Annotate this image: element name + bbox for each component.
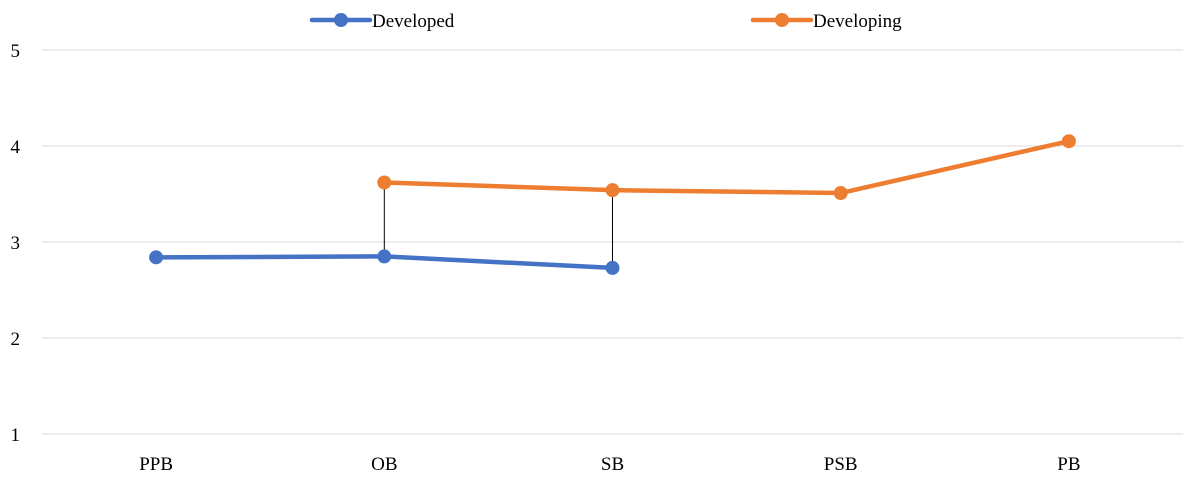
legend-label: Developing xyxy=(813,11,902,32)
x-tick-label: PB xyxy=(1057,454,1080,475)
data-point xyxy=(1061,134,1076,149)
legend-item: Developed xyxy=(309,11,455,32)
legend: Developed Developing xyxy=(309,11,902,32)
data-point xyxy=(605,183,620,198)
y-tick-label: 5 xyxy=(11,41,21,62)
y-tick-label: 1 xyxy=(11,425,21,446)
data-point xyxy=(377,175,392,190)
x-tick-label: SB xyxy=(601,454,624,475)
data-point xyxy=(833,186,848,201)
data-point xyxy=(149,250,164,265)
data-point xyxy=(605,260,620,275)
y-tick-label: 2 xyxy=(11,329,21,350)
series-line xyxy=(382,138,1072,196)
legend-marker xyxy=(334,13,348,27)
y-tick-label: 4 xyxy=(11,137,21,158)
y-axis-tick-labels: 1 2 3 4 5 xyxy=(11,41,21,446)
series-lines xyxy=(149,134,1076,275)
x-axis-tick-labels: PPB OB SB PSB PB xyxy=(139,454,1080,475)
x-tick-label: PPB xyxy=(139,454,173,475)
series-developed xyxy=(149,249,620,275)
legend-label: Developed xyxy=(372,11,455,32)
x-tick-label: OB xyxy=(371,454,397,475)
legend-item: Developing xyxy=(750,11,902,32)
y-tick-label: 3 xyxy=(11,233,21,254)
x-tick-label: PSB xyxy=(824,454,858,475)
series-developing xyxy=(377,134,1076,201)
data-point xyxy=(377,249,392,264)
legend-marker xyxy=(775,13,789,27)
drop-lines xyxy=(383,182,613,268)
